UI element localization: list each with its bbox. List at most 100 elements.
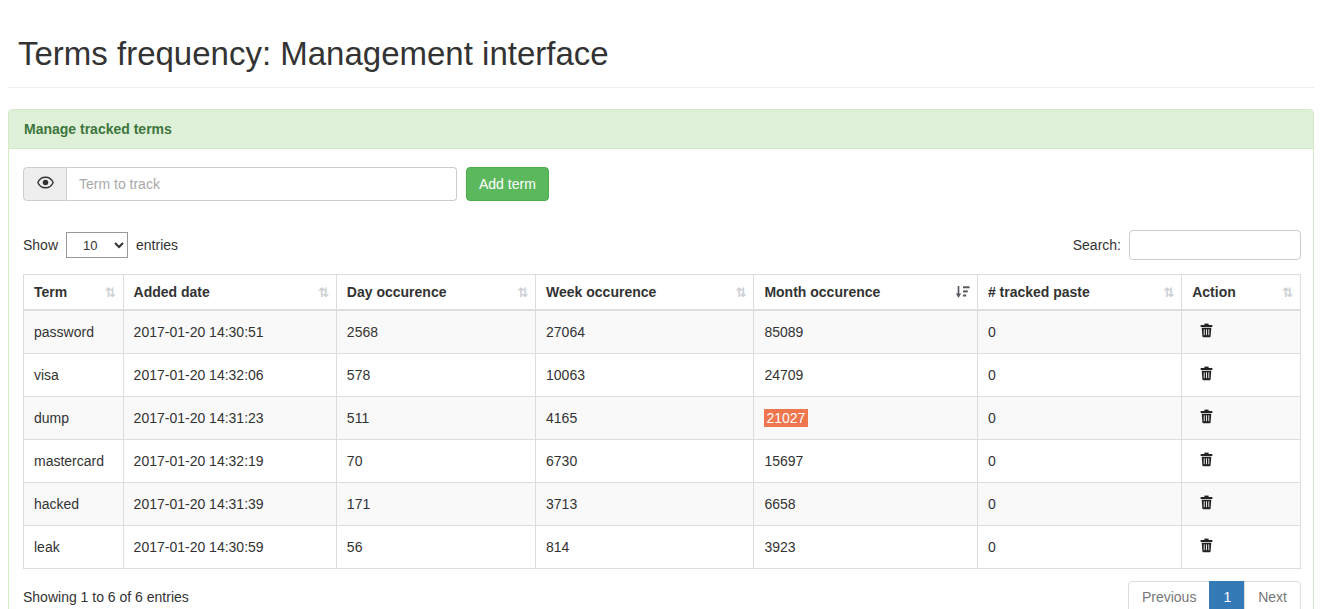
page-title: Terms frequency: Management interface bbox=[18, 35, 1314, 73]
day-occurence-cell: 56 bbox=[336, 526, 535, 569]
term-cell: mastercard bbox=[24, 440, 124, 483]
added-date-cell: 2017-01-20 14:31:39 bbox=[123, 483, 336, 526]
delete-term-button[interactable] bbox=[1200, 323, 1213, 338]
week-occurence-cell: 4165 bbox=[536, 397, 754, 440]
day-occurence-cell: 171 bbox=[336, 483, 535, 526]
day-occurence-cell: 511 bbox=[336, 397, 535, 440]
action-cell bbox=[1182, 310, 1301, 354]
day-occurence-cell: 2568 bbox=[336, 310, 535, 354]
tracked-paste-cell: 0 bbox=[977, 526, 1181, 569]
trash-icon bbox=[1200, 369, 1213, 384]
manage-terms-panel: Manage tracked terms Add term Show 10 bbox=[8, 109, 1314, 609]
month-occurence-cell: 24709 bbox=[754, 354, 977, 397]
term-cell: visa bbox=[24, 354, 124, 397]
term-input[interactable] bbox=[67, 167, 457, 201]
delete-term-button[interactable] bbox=[1200, 538, 1213, 553]
month-occurence-cell: 21027 bbox=[754, 397, 977, 440]
datatable-controls: Show 10 entries Search: bbox=[23, 230, 1301, 260]
sort-both-icon: ⇅ bbox=[517, 286, 528, 299]
week-occurence-cell: 3713 bbox=[536, 483, 754, 526]
table-info: Showing 1 to 6 of 6 entries bbox=[23, 589, 189, 605]
week-occurence-cell: 10063 bbox=[536, 354, 754, 397]
term-cell: leak bbox=[24, 526, 124, 569]
term-cell: dump bbox=[24, 397, 124, 440]
panel-heading: Manage tracked terms bbox=[9, 110, 1313, 149]
pagination-previous[interactable]: Previous bbox=[1128, 581, 1210, 609]
table-row: hacked 2017-01-20 14:31:39 171 3713 6658… bbox=[24, 483, 1301, 526]
tracked-paste-cell: 0 bbox=[977, 397, 1181, 440]
sort-both-icon: ⇅ bbox=[105, 286, 116, 299]
added-date-cell: 2017-01-20 14:30:59 bbox=[123, 526, 336, 569]
column-header-month-occurence[interactable]: Month occurence bbox=[754, 275, 977, 311]
trash-icon bbox=[1200, 455, 1213, 470]
action-cell bbox=[1182, 526, 1301, 569]
delete-term-button[interactable] bbox=[1200, 366, 1213, 381]
table-header-row: Term ⇅ Added date ⇅ Day occurence ⇅ Week… bbox=[24, 275, 1301, 311]
page-length-control: Show 10 entries bbox=[23, 232, 178, 258]
day-occurence-cell: 70 bbox=[336, 440, 535, 483]
search-control: Search: bbox=[1073, 230, 1301, 260]
datatable-footer: Showing 1 to 6 of 6 entries Previous 1 N… bbox=[23, 581, 1301, 609]
pagination-next[interactable]: Next bbox=[1244, 581, 1301, 609]
delete-term-button[interactable] bbox=[1200, 409, 1213, 424]
search-label: Search: bbox=[1073, 237, 1121, 253]
show-label: Show bbox=[23, 237, 58, 253]
add-term-button[interactable]: Add term bbox=[466, 167, 549, 201]
month-occurence-cell: 6658 bbox=[754, 483, 977, 526]
sort-both-icon: ⇅ bbox=[318, 286, 329, 299]
added-date-cell: 2017-01-20 14:31:23 bbox=[123, 397, 336, 440]
added-date-cell: 2017-01-20 14:32:06 bbox=[123, 354, 336, 397]
action-cell bbox=[1182, 483, 1301, 526]
tracked-paste-cell: 0 bbox=[977, 440, 1181, 483]
sort-both-icon: ⇅ bbox=[1282, 286, 1293, 299]
tracked-paste-cell: 0 bbox=[977, 354, 1181, 397]
highlighted-month-value: 21027 bbox=[764, 409, 808, 427]
added-date-cell: 2017-01-20 14:32:19 bbox=[123, 440, 336, 483]
day-occurence-cell: 578 bbox=[336, 354, 535, 397]
sort-both-icon: ⇅ bbox=[1163, 286, 1174, 299]
table-row: visa 2017-01-20 14:32:06 578 10063 24709… bbox=[24, 354, 1301, 397]
table-row: mastercard 2017-01-20 14:32:19 70 6730 1… bbox=[24, 440, 1301, 483]
delete-term-button[interactable] bbox=[1200, 495, 1213, 510]
action-cell bbox=[1182, 354, 1301, 397]
trash-icon bbox=[1200, 498, 1213, 513]
table-row: password 2017-01-20 14:30:51 2568 27064 … bbox=[24, 310, 1301, 354]
pagination-page-1[interactable]: 1 bbox=[1209, 581, 1245, 609]
term-cell: hacked bbox=[24, 483, 124, 526]
week-occurence-cell: 814 bbox=[536, 526, 754, 569]
sort-amount-desc-icon bbox=[955, 285, 970, 299]
action-cell bbox=[1182, 397, 1301, 440]
month-occurence-cell: 15697 bbox=[754, 440, 977, 483]
trash-icon bbox=[1200, 412, 1213, 427]
table-row: dump 2017-01-20 14:31:23 511 4165 21027 … bbox=[24, 397, 1301, 440]
pagination: Previous 1 Next bbox=[1129, 581, 1301, 609]
tracked-paste-cell: 0 bbox=[977, 483, 1181, 526]
month-occurence-cell: 3923 bbox=[754, 526, 977, 569]
term-cell: password bbox=[24, 310, 124, 354]
added-date-cell: 2017-01-20 14:30:51 bbox=[123, 310, 336, 354]
sort-both-icon: ⇅ bbox=[736, 286, 747, 299]
page-length-select[interactable]: 10 bbox=[66, 232, 128, 258]
column-header-added-date[interactable]: Added date ⇅ bbox=[123, 275, 336, 311]
trash-icon bbox=[1200, 326, 1213, 341]
add-term-form: Add term bbox=[23, 167, 1301, 201]
week-occurence-cell: 27064 bbox=[536, 310, 754, 354]
input-addon bbox=[23, 167, 67, 201]
search-input[interactable] bbox=[1129, 230, 1301, 260]
delete-term-button[interactable] bbox=[1200, 452, 1213, 467]
table-row: leak 2017-01-20 14:30:59 56 814 3923 0 bbox=[24, 526, 1301, 569]
entries-label: entries bbox=[136, 237, 178, 253]
tracked-paste-cell: 0 bbox=[977, 310, 1181, 354]
column-header-tracked-paste[interactable]: # tracked paste ⇅ bbox=[977, 275, 1181, 311]
eye-icon bbox=[37, 176, 54, 192]
page-header: Terms frequency: Management interface bbox=[8, 35, 1314, 88]
action-cell bbox=[1182, 440, 1301, 483]
trash-icon bbox=[1200, 541, 1213, 556]
panel-body: Add term Show 10 entries Search: Term bbox=[9, 149, 1313, 609]
column-header-action[interactable]: Action ⇅ bbox=[1182, 275, 1301, 311]
column-header-week-occurence[interactable]: Week occurence ⇅ bbox=[536, 275, 754, 311]
month-occurence-cell: 85089 bbox=[754, 310, 977, 354]
column-header-term[interactable]: Term ⇅ bbox=[24, 275, 124, 311]
column-header-day-occurence[interactable]: Day occurence ⇅ bbox=[336, 275, 535, 311]
week-occurence-cell: 6730 bbox=[536, 440, 754, 483]
